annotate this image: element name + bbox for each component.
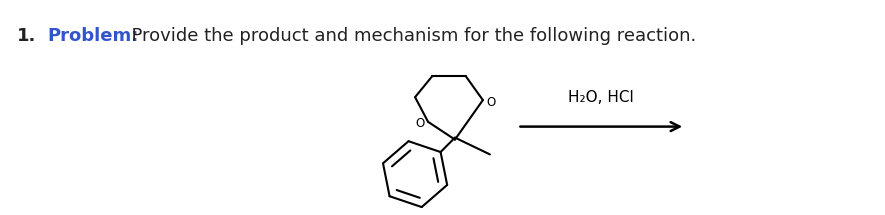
Text: O: O: [486, 96, 496, 109]
Text: Provide the product and mechanism for the following reaction.: Provide the product and mechanism for th…: [120, 27, 696, 45]
Text: H₂O, HCl: H₂O, HCl: [568, 90, 635, 105]
Text: Problem:: Problem:: [47, 27, 139, 45]
Text: O: O: [415, 117, 425, 130]
Text: 1.: 1.: [18, 27, 36, 45]
